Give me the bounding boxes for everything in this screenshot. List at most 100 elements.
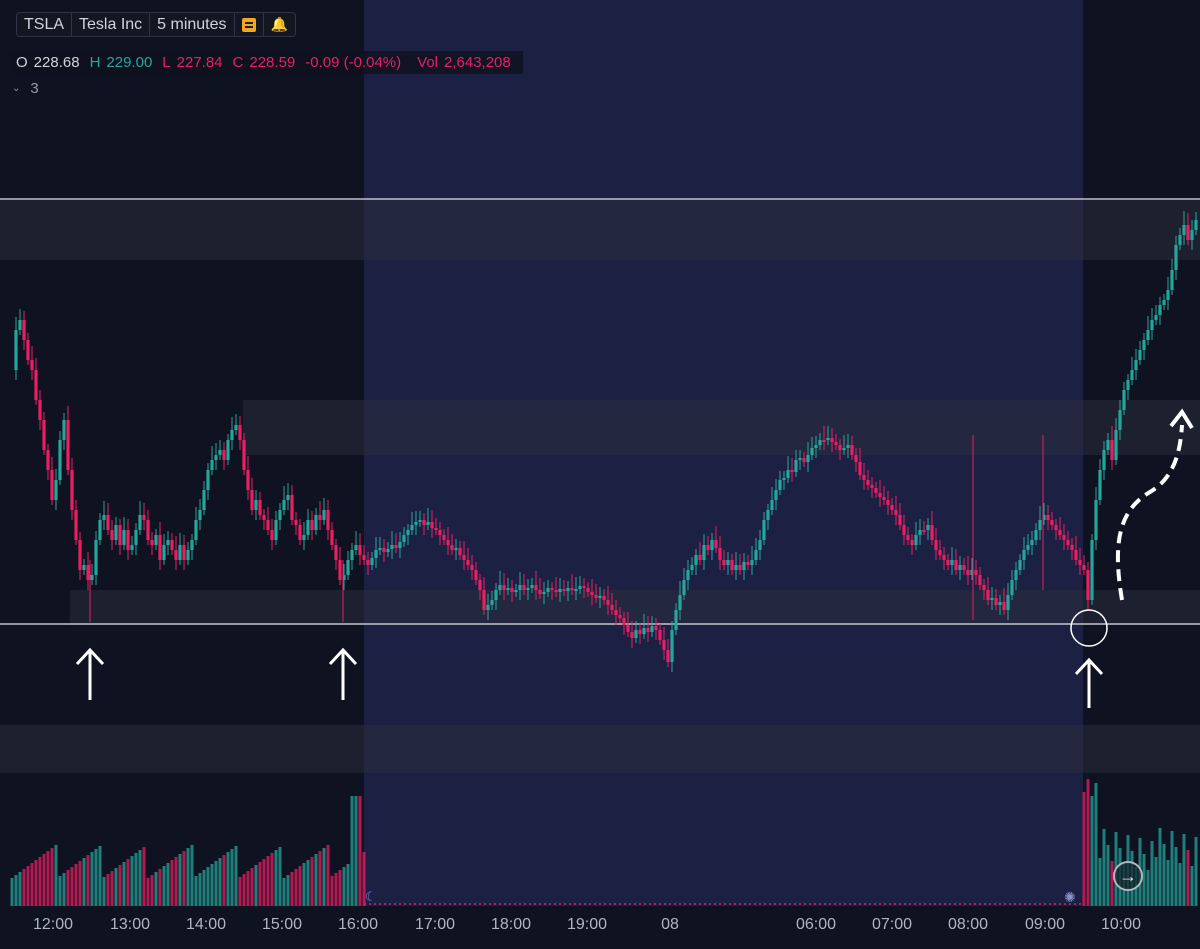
low-value: 227.84 (176, 54, 223, 71)
volume-bar (274, 850, 278, 906)
candle-body (1118, 410, 1122, 430)
open-label: O (16, 54, 28, 71)
candle-body (194, 520, 198, 540)
chevron-down-icon[interactable]: ⌄ (12, 83, 21, 94)
volume-bar (110, 871, 114, 906)
close-label: C (232, 54, 244, 71)
candle-body (1038, 520, 1042, 530)
volume-bar (118, 865, 122, 906)
candle-body (902, 525, 906, 535)
candle-body (894, 510, 898, 515)
candle-body (38, 400, 42, 420)
low-label: L (162, 54, 171, 71)
symbol-ticker[interactable]: TSLA (17, 13, 73, 36)
indicators-toggle[interactable]: ⌄ 3 (12, 80, 39, 97)
candle-body (1070, 545, 1074, 550)
candle-body (1026, 545, 1030, 550)
candle-body (854, 455, 858, 462)
volume-bar (246, 871, 250, 906)
dashed-curved-arrow-head (1169, 408, 1194, 430)
candle-body (162, 545, 166, 560)
candle-body (614, 610, 618, 615)
volume-bar (26, 866, 30, 906)
volume-bar (1158, 828, 1162, 906)
candle-body (558, 589, 562, 592)
volume-bar (174, 857, 178, 906)
candle-body (1086, 570, 1090, 600)
candle-body (278, 510, 282, 520)
candle-body (154, 535, 158, 545)
candle-body (122, 530, 126, 545)
candle-body (1134, 360, 1138, 370)
candle-body (610, 605, 614, 610)
candle-body (502, 585, 506, 590)
volume-bar (62, 873, 66, 906)
volume-bar (1082, 792, 1086, 906)
candle-body (842, 448, 846, 450)
volume-bar (58, 876, 62, 906)
volume-bar (106, 874, 110, 906)
time-axis[interactable]: 12:00 13:00 14:00 15:00 16:00 17:00 18:0… (0, 906, 1200, 949)
candle-body (306, 520, 310, 535)
volume-bar (1142, 854, 1146, 906)
candle-body (898, 515, 902, 525)
moon-icon: ☾ (365, 889, 377, 904)
symbol-header[interactable]: TSLA Tesla Inc 5 minutes 🔔 (16, 12, 296, 37)
candle-body (198, 510, 202, 520)
volume-bar (226, 852, 230, 906)
interval-selector[interactable]: 5 minutes (150, 13, 235, 36)
candle-body (242, 440, 246, 470)
candle-body (282, 500, 286, 510)
candle-body (882, 497, 886, 500)
volume-bar (42, 854, 46, 906)
candle-body (874, 488, 878, 493)
candle-body (1142, 340, 1146, 350)
candle-body (78, 540, 82, 570)
volume-bar (210, 864, 214, 906)
volume-bar (242, 874, 246, 906)
candle-body (986, 590, 990, 600)
candle-body (990, 598, 994, 600)
candle-body (850, 445, 854, 455)
candle-body (442, 535, 446, 540)
volume-bar (1182, 834, 1186, 906)
candle-body (202, 490, 206, 510)
alert-button[interactable]: 🔔 (264, 13, 295, 36)
candle-body (778, 480, 782, 490)
note-button[interactable] (235, 13, 264, 36)
volume-bar (98, 846, 102, 906)
candle-body (634, 630, 638, 638)
candle-body (134, 530, 138, 545)
volume-bar (114, 868, 118, 906)
go-to-realtime-button[interactable]: → (1113, 861, 1143, 891)
candle-body (1138, 350, 1142, 360)
candle-body (710, 540, 714, 550)
candle-body (206, 470, 210, 490)
volume-bar (1186, 850, 1190, 906)
candle-body (438, 530, 442, 535)
candle-body (606, 600, 610, 605)
candle-body (318, 515, 322, 520)
candle-body (402, 535, 406, 542)
candle-body (594, 595, 598, 598)
candle-body (270, 530, 274, 540)
candle-body (458, 548, 462, 555)
candle-body (766, 510, 770, 520)
candle-body (326, 510, 330, 530)
sun-icon: ✺ (1064, 889, 1076, 905)
volume-bar (1190, 866, 1194, 906)
volume-label: Vol (417, 54, 438, 71)
candle-body (434, 528, 438, 530)
candle-body (582, 586, 586, 588)
candle-body (1010, 580, 1014, 595)
arrow-right-icon: → (1119, 865, 1137, 886)
volume-bar (38, 857, 42, 906)
candle-body (762, 520, 766, 540)
candle-body (1174, 245, 1178, 270)
candle-body (354, 545, 358, 550)
volume-bar (222, 855, 226, 906)
indicators-count: 3 (30, 80, 39, 97)
volume-bar (150, 875, 154, 906)
